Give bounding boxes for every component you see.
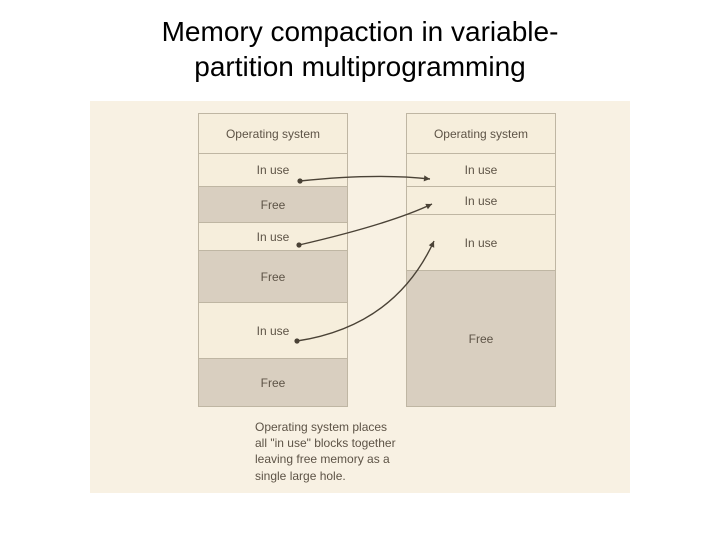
before-block-4: Free [199,250,347,302]
title-line-2: partition multiprogramming [194,51,525,82]
before-block-6: Free [199,358,347,406]
caption-line-2: all "in use" blocks together [255,436,396,450]
after-block-0: Operating system [407,113,555,153]
memory-column-before: Operating systemIn useFreeIn useFreeIn u… [198,113,348,407]
title-line-1: Memory compaction in variable- [162,16,559,47]
before-block-3: In use [199,222,347,250]
caption-line-4: single large hole. [255,469,346,483]
before-block-2: Free [199,186,347,222]
after-block-2: In use [407,186,555,214]
caption-line-1: Operating system places [255,420,387,434]
after-block-3: In use [407,214,555,270]
page-title: Memory compaction in variable- partition… [0,14,720,84]
before-block-1: In use [199,153,347,186]
caption-line-3: leaving free memory as a [255,452,390,466]
memory-column-after: Operating systemIn useIn useIn useFree [406,113,556,407]
diagram-figure: Operating systemIn useFreeIn useFreeIn u… [90,101,630,493]
before-block-0: Operating system [199,113,347,153]
after-block-4: Free [407,270,555,406]
diagram-caption: Operating system places all "in use" blo… [255,419,396,484]
before-block-5: In use [199,302,347,358]
after-block-1: In use [407,153,555,186]
